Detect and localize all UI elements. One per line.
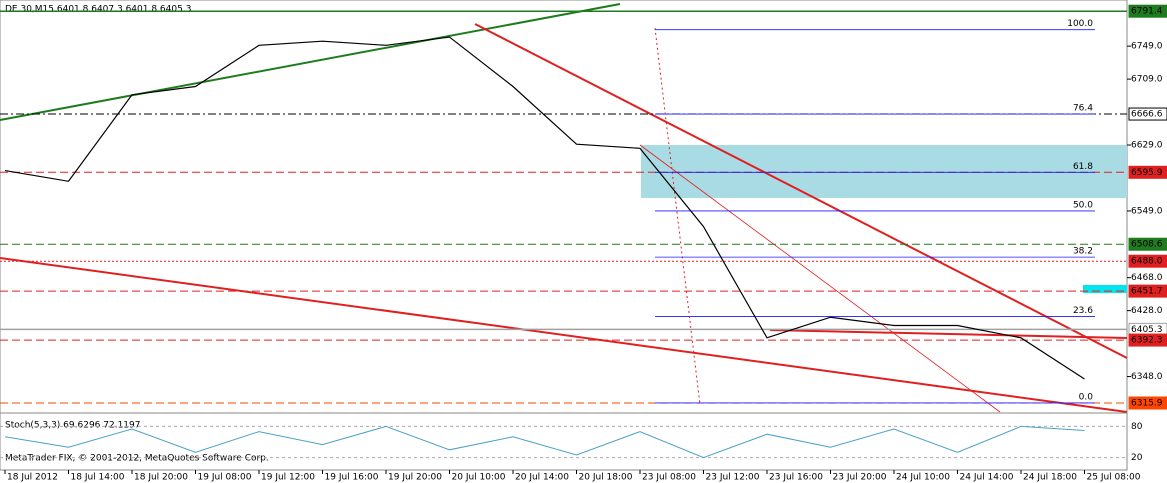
x-tick-label: 18 Jul 14:00 [71, 473, 125, 483]
footer: MetaTrader FIX, © 2001-2012, MetaQuotes … [5, 454, 269, 464]
level-label: 6405.3 [1131, 325, 1163, 335]
trend-line [474, 23, 1128, 359]
x-tick-label: 18 Jul 2012 [7, 473, 58, 483]
x-tick-label: 24 Jul 10:00 [896, 473, 950, 483]
level-badge [1128, 237, 1167, 251]
fib-label: 76.4 [1073, 104, 1093, 114]
x-tick-label: 23 Jul 08:00 [642, 473, 696, 483]
fib-label: 61.8 [1073, 162, 1093, 172]
x-tick-label: 25 Jul 08:00 [1087, 473, 1141, 483]
trend-line [0, 3, 621, 121]
trend-line [769, 329, 1128, 339]
trend-line [639, 144, 1001, 413]
level-label: 6791.4 [1131, 7, 1163, 17]
y-tick-label: 6629.0 [1131, 141, 1163, 151]
fib-label: 38.2 [1073, 247, 1093, 257]
y-tick-label: 6709.0 [1131, 75, 1163, 85]
price-line [4, 36, 1085, 380]
level-badge [1128, 396, 1167, 410]
level-badge [1128, 333, 1167, 347]
zone [641, 145, 1127, 198]
level-label: 6595.9 [1131, 168, 1163, 178]
x-tick-label: 24 Jul 14:00 [960, 473, 1014, 483]
x-tick-label: 23 Jul 16:00 [769, 473, 823, 483]
x-tick-label: 23 Jul 20:00 [833, 473, 887, 483]
x-tick-label: 19 Jul 12:00 [261, 473, 315, 483]
stoch-tick-label: 80 [1131, 422, 1143, 432]
level-label: 6488.0 [1131, 257, 1163, 267]
plot-frame [0, 0, 1128, 471]
x-tick-label: 24 Jul 18:00 [1023, 473, 1077, 483]
stoch-title: Stoch(5,3,3) 69.6296 72.1197 [5, 421, 140, 431]
fib-label: 0.0 [1079, 392, 1094, 402]
level-badge [1128, 254, 1167, 268]
x-tick-label: 19 Jul 20:00 [388, 473, 442, 483]
stoch-line [4, 425, 1085, 459]
y-tick-label: 6749.0 [1131, 42, 1163, 52]
level-label: 6666.6 [1131, 110, 1163, 120]
zone [1083, 285, 1127, 293]
y-tick-label: 6468.0 [1131, 273, 1163, 283]
level-badge [1128, 4, 1167, 18]
fib-label: 23.6 [1073, 306, 1093, 316]
y-tick-label: 6348.0 [1131, 372, 1163, 382]
x-tick-label: 20 Jul 10:00 [452, 473, 506, 483]
y-tick-label: 6549.0 [1131, 206, 1163, 216]
fib-label: 50.0 [1073, 200, 1093, 210]
x-tick-label: 20 Jul 18:00 [579, 473, 633, 483]
level-badge [1128, 165, 1167, 179]
chart-title: DE.30,M15 6401.8 6407.3 6401.8 6405.3 [5, 5, 191, 15]
x-tick-label: 19 Jul 08:00 [198, 473, 252, 483]
fib-label: 100.0 [1067, 19, 1093, 29]
x-tick-label: 23 Jul 12:00 [706, 473, 760, 483]
y-tick-label: 6428.0 [1131, 306, 1163, 316]
level-label: 6451.7 [1131, 287, 1163, 297]
x-tick-label: 20 Jul 14:00 [515, 473, 569, 483]
level-label: 6315.9 [1131, 399, 1163, 409]
x-tick-label: 18 Jul 20:00 [134, 473, 188, 483]
level-label: 6508.6 [1131, 240, 1163, 250]
trend-line [0, 257, 1128, 413]
level-badge [1128, 107, 1167, 121]
stoch-tick-label: 20 [1131, 453, 1143, 463]
trend-line [654, 27, 701, 406]
level-label: 6392.3 [1131, 336, 1163, 346]
level-badge [1128, 284, 1167, 298]
x-tick-label: 19 Jul 16:00 [325, 473, 379, 483]
